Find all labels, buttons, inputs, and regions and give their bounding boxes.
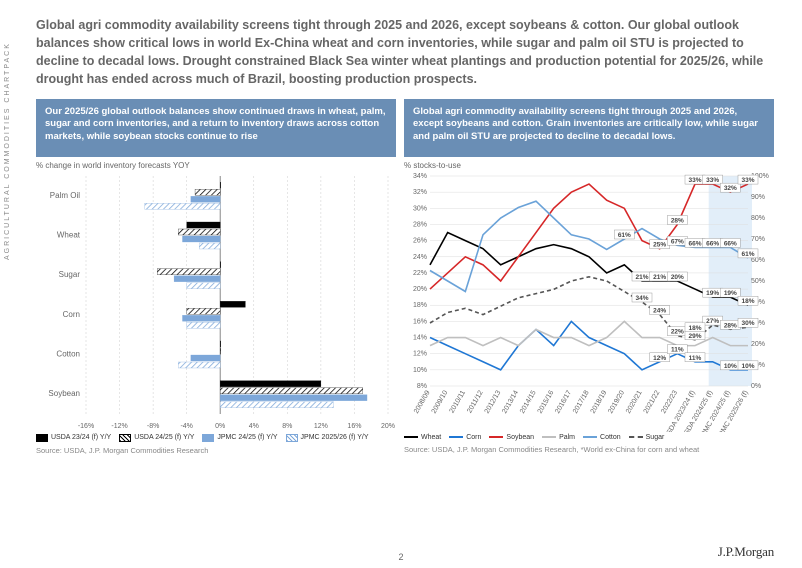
svg-text:61%: 61% xyxy=(618,232,631,239)
svg-text:24%: 24% xyxy=(413,253,427,260)
svg-text:33%: 33% xyxy=(688,177,701,184)
svg-text:28%: 28% xyxy=(413,221,427,228)
svg-text:Corn: Corn xyxy=(63,309,80,318)
svg-text:Sugar: Sugar xyxy=(59,270,81,279)
svg-text:2017/18: 2017/18 xyxy=(572,389,591,415)
svg-text:33%: 33% xyxy=(741,177,754,184)
svg-text:-8%: -8% xyxy=(147,423,159,430)
svg-text:10%: 10% xyxy=(741,362,754,369)
svg-text:11%: 11% xyxy=(671,346,684,353)
line-chart: 8% 10% 12% 14% 16% 18% 20% 22% 24% 26% 28% 30% 32% 34… xyxy=(404,172,774,432)
svg-text:14%: 14% xyxy=(413,334,427,341)
svg-text:66%: 66% xyxy=(688,240,701,247)
svg-text:2021/22: 2021/22 xyxy=(643,389,662,415)
svg-text:22%: 22% xyxy=(671,328,684,335)
svg-text:27%: 27% xyxy=(706,318,719,325)
svg-text:61%: 61% xyxy=(741,250,754,257)
bar-chart: -16% -12% -8% -4% 0% 4% 8% 12% 16% 20% Palm Oil Whe… xyxy=(36,172,396,432)
svg-text:2018/19: 2018/19 xyxy=(590,389,609,415)
svg-text:26%: 26% xyxy=(413,237,427,244)
svg-text:2015/16: 2015/16 xyxy=(537,389,556,415)
bar-legend: USDA 23/24 (f) Y/YUSDA 24/25 (f) Y/YJPMC… xyxy=(36,434,396,442)
left-axis-title: % change in world inventory forecasts YO… xyxy=(36,161,396,170)
svg-text:2010/11: 2010/11 xyxy=(449,389,468,414)
svg-text:2013/14: 2013/14 xyxy=(501,389,520,415)
svg-text:0%: 0% xyxy=(215,423,225,430)
page-number: 2 xyxy=(0,552,802,562)
right-panel: Global agri commodity availability scree… xyxy=(404,99,774,455)
svg-text:2022/23: 2022/23 xyxy=(660,389,679,415)
svg-text:20%: 20% xyxy=(381,423,395,430)
svg-text:18%: 18% xyxy=(741,298,754,305)
left-panel: Our 2025/26 global outlook balances show… xyxy=(36,99,396,455)
svg-text:2012/13: 2012/13 xyxy=(484,389,503,415)
left-banner: Our 2025/26 global outlook balances show… xyxy=(36,99,396,157)
svg-text:20%: 20% xyxy=(751,341,765,348)
headline: Global agri commodity availability scree… xyxy=(36,16,774,89)
svg-text:-12%: -12% xyxy=(111,423,127,430)
svg-text:12%: 12% xyxy=(653,354,666,361)
svg-text:2014/15: 2014/15 xyxy=(519,389,538,415)
svg-text:Cotton: Cotton xyxy=(56,349,80,358)
svg-text:2016/17: 2016/17 xyxy=(554,389,573,415)
svg-text:8%: 8% xyxy=(417,383,427,390)
svg-text:34%: 34% xyxy=(413,173,427,180)
svg-text:34%: 34% xyxy=(635,295,648,302)
svg-text:90%: 90% xyxy=(751,194,765,201)
svg-text:20%: 20% xyxy=(671,274,684,281)
svg-text:21%: 21% xyxy=(653,274,666,281)
svg-text:70%: 70% xyxy=(751,236,765,243)
svg-text:12%: 12% xyxy=(413,350,427,357)
svg-text:10%: 10% xyxy=(724,362,737,369)
side-label: AGRICULTURAL COMMODITIES CHARTPACK xyxy=(4,42,11,260)
svg-text:10%: 10% xyxy=(413,366,427,373)
svg-text:2019/20: 2019/20 xyxy=(607,389,626,415)
right-axis-title: % stocks-to-use xyxy=(404,161,774,170)
svg-text:30%: 30% xyxy=(413,205,427,212)
svg-text:11%: 11% xyxy=(689,354,702,361)
svg-text:Palm Oil: Palm Oil xyxy=(50,190,80,199)
svg-text:2011/12: 2011/12 xyxy=(466,389,485,414)
svg-text:24%: 24% xyxy=(653,307,666,314)
svg-text:33%: 33% xyxy=(706,177,719,184)
svg-text:66%: 66% xyxy=(706,240,719,247)
svg-text:21%: 21% xyxy=(635,274,648,281)
svg-text:29%: 29% xyxy=(688,332,701,339)
svg-text:32%: 32% xyxy=(724,185,737,192)
line-legend: Wheat Corn Soybean Palm Cotton Sugar xyxy=(404,434,774,441)
svg-text:28%: 28% xyxy=(724,322,737,329)
svg-text:4%: 4% xyxy=(249,423,259,430)
svg-text:8%: 8% xyxy=(282,423,292,430)
svg-text:28%: 28% xyxy=(671,217,684,224)
jpmorgan-logo: J.P.Morgan xyxy=(718,544,774,560)
svg-text:32%: 32% xyxy=(413,189,427,196)
left-source: Source: USDA, J.P. Morgan Commodities Re… xyxy=(36,446,396,455)
svg-text:-4%: -4% xyxy=(180,423,192,430)
svg-text:66%: 66% xyxy=(724,240,737,247)
svg-text:19%: 19% xyxy=(724,290,737,297)
svg-text:20%: 20% xyxy=(413,286,427,293)
svg-text:18%: 18% xyxy=(413,302,427,309)
svg-text:12%: 12% xyxy=(314,423,328,430)
svg-text:2020/21: 2020/21 xyxy=(625,389,644,415)
svg-text:Wheat: Wheat xyxy=(57,230,81,239)
svg-text:-16%: -16% xyxy=(78,423,94,430)
right-source: Source: USDA, J.P. Morgan Commodities Re… xyxy=(404,445,774,454)
svg-text:50%: 50% xyxy=(751,278,765,285)
svg-text:19%: 19% xyxy=(706,290,719,297)
svg-text:30%: 30% xyxy=(741,320,754,327)
svg-text:0%: 0% xyxy=(751,383,761,390)
svg-text:16%: 16% xyxy=(413,318,427,325)
svg-text:2009/10: 2009/10 xyxy=(431,389,450,415)
svg-text:80%: 80% xyxy=(751,215,765,222)
svg-text:Soybean: Soybean xyxy=(48,389,80,398)
svg-text:16%: 16% xyxy=(347,423,361,430)
right-banner: Global agri commodity availability scree… xyxy=(404,99,774,157)
svg-text:18%: 18% xyxy=(688,324,701,331)
svg-text:2008/09: 2008/09 xyxy=(413,389,432,415)
svg-text:25%: 25% xyxy=(653,241,666,248)
svg-text:22%: 22% xyxy=(413,269,427,276)
svg-text:67%: 67% xyxy=(671,238,684,245)
